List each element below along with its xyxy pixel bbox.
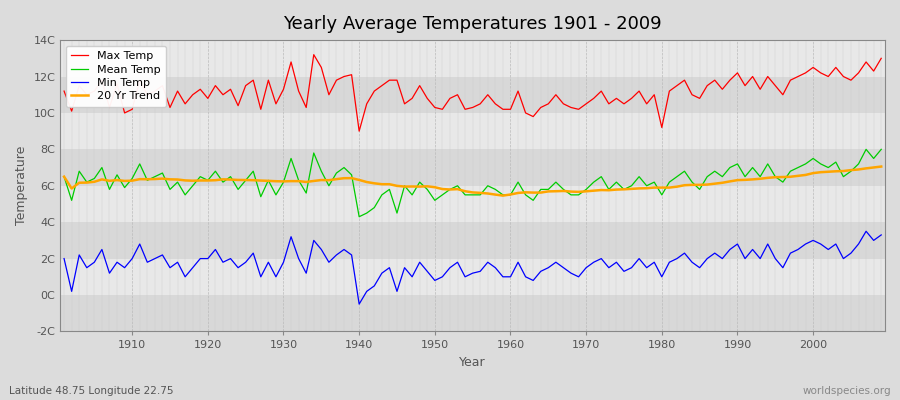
20 Yr Trend <box>513 190 524 195</box>
Max Temp <box>119 110 130 115</box>
Line: Min Temp: Min Temp <box>64 231 881 304</box>
Min Temp <box>505 274 516 279</box>
Max Temp <box>338 74 349 79</box>
Mean Temp <box>354 214 364 219</box>
Min Temp <box>58 256 69 261</box>
Min Temp <box>331 252 342 257</box>
Mean Temp <box>860 147 871 152</box>
Min Temp <box>603 265 614 270</box>
Legend: Max Temp, Mean Temp, Min Temp, 20 Yr Trend: Max Temp, Mean Temp, Min Temp, 20 Yr Tre… <box>66 46 166 107</box>
Text: worldspecies.org: worldspecies.org <box>803 386 891 396</box>
Max Temp <box>285 60 296 64</box>
Bar <box>60 186 885 222</box>
Y-axis label: Temperature: Temperature <box>15 146 28 226</box>
Max Temp <box>354 129 364 134</box>
Bar <box>60 149 885 186</box>
Max Temp <box>513 89 524 94</box>
Max Temp <box>611 96 622 101</box>
20 Yr Trend <box>498 193 508 198</box>
Mean Temp <box>285 156 296 161</box>
20 Yr Trend <box>331 177 342 182</box>
20 Yr Trend <box>876 164 886 169</box>
Mean Temp <box>505 192 516 197</box>
X-axis label: Year: Year <box>459 356 486 369</box>
Min Temp <box>513 260 524 265</box>
Bar <box>60 295 885 332</box>
Line: Mean Temp: Mean Temp <box>64 149 881 217</box>
20 Yr Trend <box>285 179 296 184</box>
Text: Latitude 48.75 Longitude 22.75: Latitude 48.75 Longitude 22.75 <box>9 386 174 396</box>
Min Temp <box>285 234 296 239</box>
Bar <box>60 76 885 113</box>
Bar <box>60 222 885 258</box>
Min Temp <box>876 232 886 237</box>
Title: Yearly Average Temperatures 1901 - 2009: Yearly Average Temperatures 1901 - 2009 <box>284 15 662 33</box>
Mean Temp <box>119 185 130 190</box>
20 Yr Trend <box>603 188 614 193</box>
Mean Temp <box>603 187 614 192</box>
Min Temp <box>119 265 130 270</box>
Bar <box>60 40 885 76</box>
Bar <box>60 258 885 295</box>
20 Yr Trend <box>119 178 130 183</box>
Max Temp <box>876 56 886 61</box>
Mean Temp <box>58 174 69 179</box>
20 Yr Trend <box>505 192 516 197</box>
Bar <box>60 113 885 149</box>
Min Temp <box>354 302 364 306</box>
Max Temp <box>520 110 531 115</box>
Line: Max Temp: Max Temp <box>64 55 881 131</box>
Max Temp <box>58 89 69 94</box>
Line: 20 Yr Trend: 20 Yr Trend <box>64 166 881 196</box>
Mean Temp <box>876 147 886 152</box>
Max Temp <box>309 52 320 57</box>
Mean Temp <box>331 171 342 176</box>
20 Yr Trend <box>58 174 69 179</box>
Mean Temp <box>513 180 524 184</box>
Min Temp <box>860 229 871 234</box>
